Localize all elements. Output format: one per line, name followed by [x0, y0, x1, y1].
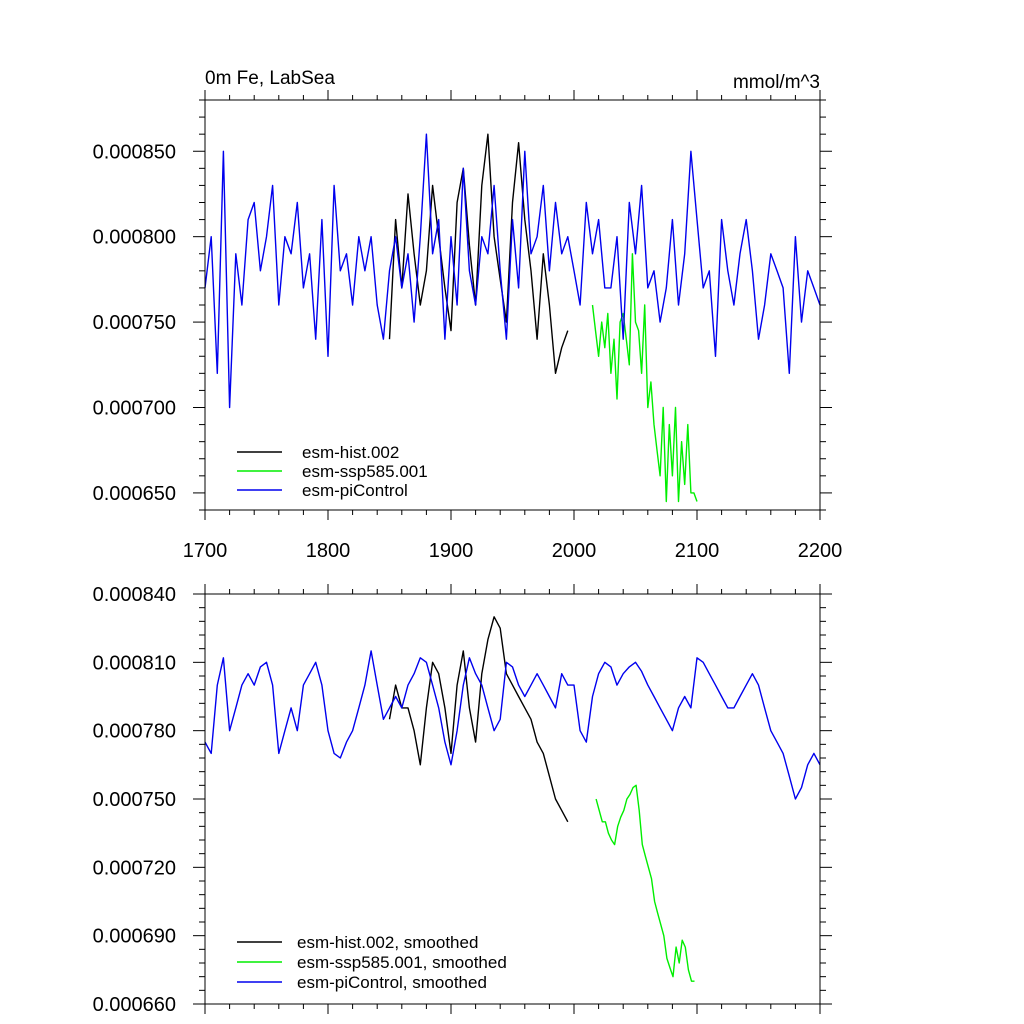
series-line-esm-picontrol-smoothed: [204, 650, 821, 800]
legend-label: esm-hist.002, smoothed: [297, 933, 478, 952]
series-line-esm-picontrol: [204, 133, 821, 409]
y-tick-label: 0.000780: [93, 721, 176, 743]
top-title-right: mmol/m^3: [733, 72, 820, 93]
top-title-left: 0m Fe, LabSea: [205, 68, 335, 89]
legend-label: esm-hist.002: [302, 443, 399, 462]
series-line-esm-hist-002-smoothed: [388, 616, 569, 823]
y-tick-label: 0.000650: [93, 483, 176, 505]
x-tick-label: 2200: [798, 540, 843, 562]
y-tick-label: 0.000840: [93, 584, 176, 606]
top-plot-frame: [204, 99, 821, 511]
x-tick-label: 2000: [552, 540, 597, 562]
series-line-esm-hist-002: [388, 133, 569, 374]
series-line-esm-ssp585-001: [591, 253, 698, 503]
legend-label: esm-piControl, smoothed: [297, 973, 487, 992]
y-tick-label: 0.000660: [93, 994, 176, 1016]
legend-label: esm-piControl: [302, 481, 408, 500]
top-panel: 0m Fe, LabSea mmol/m^3 1700 1800 1900 2000 2…: [93, 68, 843, 562]
bottom-panel: 0.000660 0.000690 0.000720 0.000750 0.000780…: [93, 584, 832, 1016]
x-tick-label: 1900: [429, 540, 474, 562]
x-tick-label: 1700: [183, 540, 228, 562]
legend-label: esm-ssp585.001: [302, 462, 428, 481]
legend-label: esm-ssp585.001, smoothed: [297, 953, 507, 972]
x-tick-label: 2100: [675, 540, 720, 562]
y-tick-label: 0.000750: [93, 312, 176, 334]
series-line-esm-ssp585-001-smoothed: [595, 784, 695, 982]
y-tick-label: 0.000750: [93, 789, 176, 811]
y-tick-label: 0.000800: [93, 227, 176, 249]
y-tick-label: 0.000720: [93, 857, 176, 879]
y-tick-label: 0.000700: [93, 398, 176, 420]
y-tick-label: 0.000690: [93, 926, 176, 948]
y-tick-label: 0.000810: [93, 652, 176, 674]
y-tick-label: 0.000850: [93, 141, 176, 163]
x-tick-label: 1800: [306, 540, 351, 562]
